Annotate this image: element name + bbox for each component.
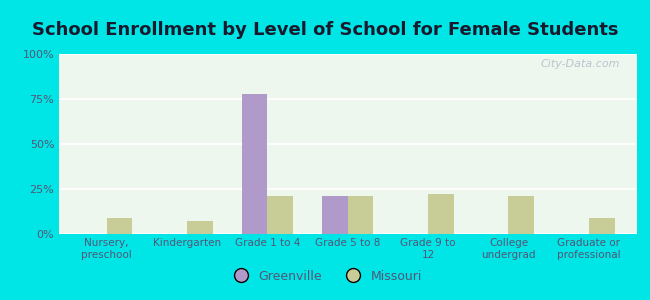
Bar bbox=[107, 218, 133, 234]
Bar bbox=[508, 196, 534, 234]
Bar bbox=[242, 94, 267, 234]
Text: School Enrollment by Level of School for Female Students: School Enrollment by Level of School for… bbox=[32, 21, 618, 39]
Bar bbox=[322, 196, 348, 234]
Text: City-Data.com: City-Data.com bbox=[540, 59, 619, 69]
Bar bbox=[589, 218, 614, 234]
Bar bbox=[187, 221, 213, 234]
Bar bbox=[348, 196, 374, 234]
Bar bbox=[428, 194, 454, 234]
Legend: Greenville, Missouri: Greenville, Missouri bbox=[223, 265, 427, 288]
Bar bbox=[267, 196, 293, 234]
